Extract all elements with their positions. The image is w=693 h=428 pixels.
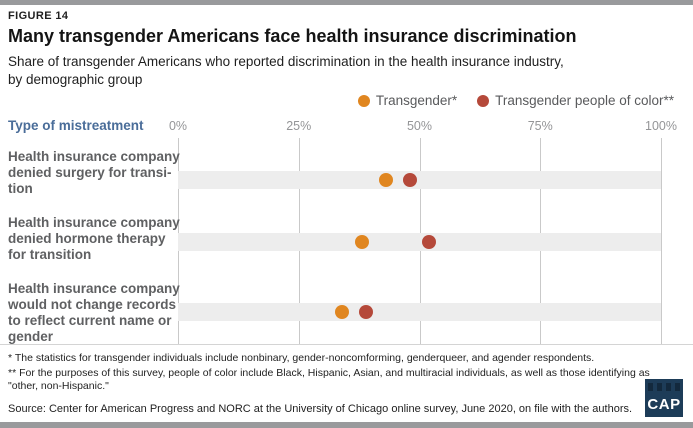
x-axis-tick-label: 100% [645,119,677,133]
x-axis-tick-label: 25% [286,119,312,133]
cap-logo-text: CAP [647,396,681,413]
footnotes: * The statistics for transgender individ… [8,352,656,395]
data-point-dot [402,173,417,187]
legend-label: Transgender people of color** [495,93,674,108]
legend-item: Transgender people of color** [477,93,674,108]
footnote: ** For the purposes of this survey, peop… [8,366,650,393]
chart-bottom-divider [0,344,693,345]
row-band [178,233,661,251]
top-border [0,0,693,5]
data-point-dot [359,305,374,319]
row-band [178,303,661,321]
chart-subtitle: Share of transgender Americans who repor… [8,54,564,87]
legend-dot-icon [477,94,490,107]
legend-item: Transgender* [357,93,458,108]
data-point-dot [378,173,393,187]
row-band [178,171,661,189]
legend-dot-icon [357,94,370,107]
chart-title: Many transgender Americans face health i… [8,26,577,46]
data-point-dot [422,235,437,249]
data-point-dot [354,235,369,249]
legend: Transgender* Transgender people of color*… [357,93,674,108]
footnote: * The statistics for transgender individ… [8,352,595,364]
x-axis-tick-label: 75% [527,119,553,133]
cap-logo: CAP [645,379,683,417]
category-label: Health insurance company would not chang… [8,281,180,344]
category-label: Health insurance company denied hormone … [8,215,180,262]
category-label: Health insurance company denied surgery … [8,149,180,196]
figure-label: FIGURE 14 [8,10,69,22]
legend-label: Transgender* [375,93,458,108]
bottom-border [0,422,693,428]
x-axis-tick-label: 0% [168,119,188,133]
source-line: Source: Center for American Progress and… [8,403,633,415]
x-axis-tick-label: 50% [406,119,433,133]
data-point-dot [335,305,350,319]
gridline [661,138,662,344]
y-axis-title: Type of mistreatment [8,118,144,133]
cap-logo-flag-icon [648,383,680,391]
